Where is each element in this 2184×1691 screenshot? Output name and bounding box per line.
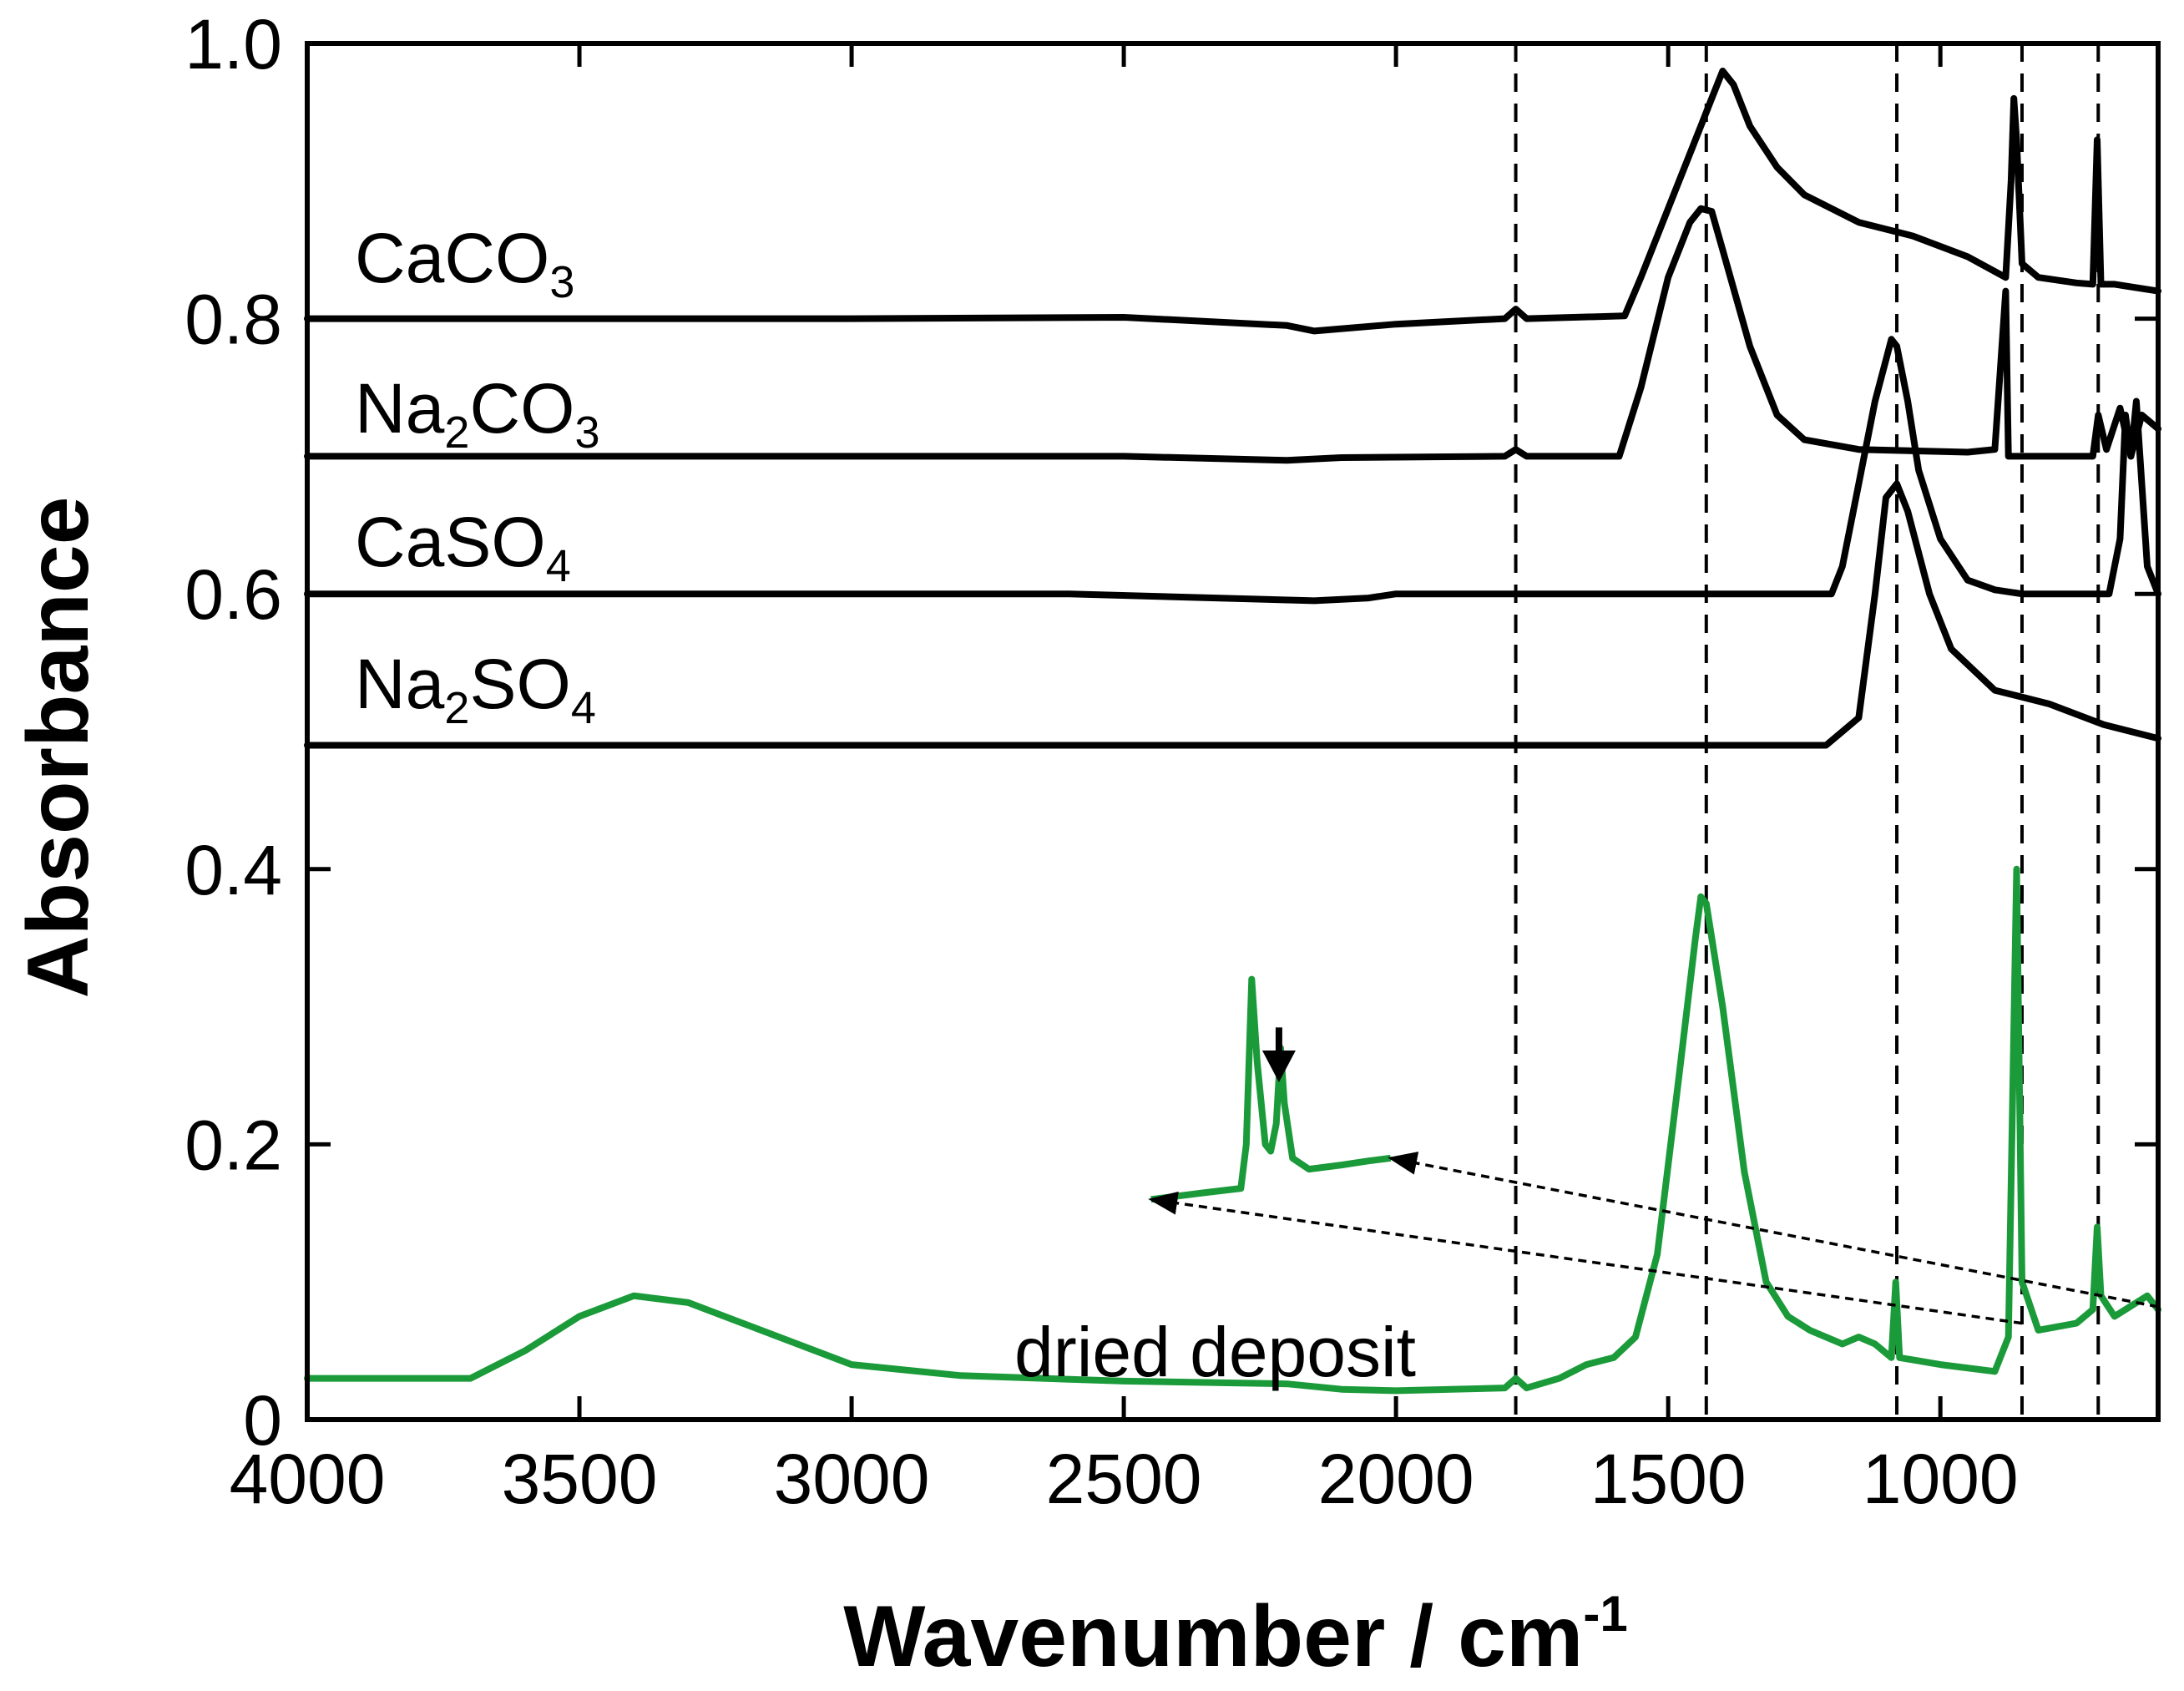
x-tick-label-3500: 3500	[502, 1440, 658, 1518]
x-tick-label-1500: 1500	[1590, 1440, 1747, 1518]
inset-magnified	[1148, 975, 2159, 1325]
label-caso4: CaSO4	[355, 503, 571, 591]
x-tick-label-2000: 2000	[1318, 1440, 1474, 1518]
series-line-na2so4	[304, 480, 2161, 749]
plot-frame	[305, 41, 2161, 1422]
y-ticks: 0 0.2 0.4 0.6 0.8 1.0	[185, 5, 2158, 1460]
y-tick-label-5: 1.0	[185, 5, 282, 84]
y-tick-label-1: 0.2	[185, 1106, 282, 1184]
x-tick-label-4000: 4000	[230, 1440, 386, 1518]
peak-arrow-head	[1261, 1051, 1296, 1082]
y-tick-label-2: 0.4	[185, 831, 282, 909]
y-tick-label-0: 0	[243, 1381, 282, 1460]
y-tick-label-3: 0.6	[185, 555, 282, 634]
inset-connector-arrow-0	[1388, 1152, 2159, 1309]
x-tick-label-2500: 2500	[1046, 1440, 1202, 1518]
series-line-caso4	[304, 336, 2161, 605]
inset-connector-arrow-1	[1148, 1191, 2023, 1325]
x-tick-label-3000: 3000	[774, 1440, 930, 1518]
x-tick-label-1000: 1000	[1863, 1440, 2019, 1518]
y-tick-label-4: 0.8	[185, 281, 282, 359]
series-lines	[304, 68, 2161, 1395]
label-dried-deposit: dried deposit	[1014, 1313, 1416, 1391]
x-axis-title: Wavenumber / cm-1	[843, 1586, 1628, 1685]
series-line-dried-deposit	[304, 865, 2161, 1395]
label-caco3: CaCO3	[355, 219, 574, 307]
series-line-caco3	[304, 68, 2161, 335]
y-axis-title: Absorbance	[10, 496, 107, 998]
series-line-na2co3	[304, 205, 2161, 464]
label-na2so4: Na2SO4	[355, 645, 596, 733]
x-ticks: 4000 3500 3000 2500 2000 1500 1000	[230, 43, 2019, 1518]
inset-line	[1150, 975, 1392, 1203]
label-na2co3: Na2CO3	[355, 369, 599, 458]
